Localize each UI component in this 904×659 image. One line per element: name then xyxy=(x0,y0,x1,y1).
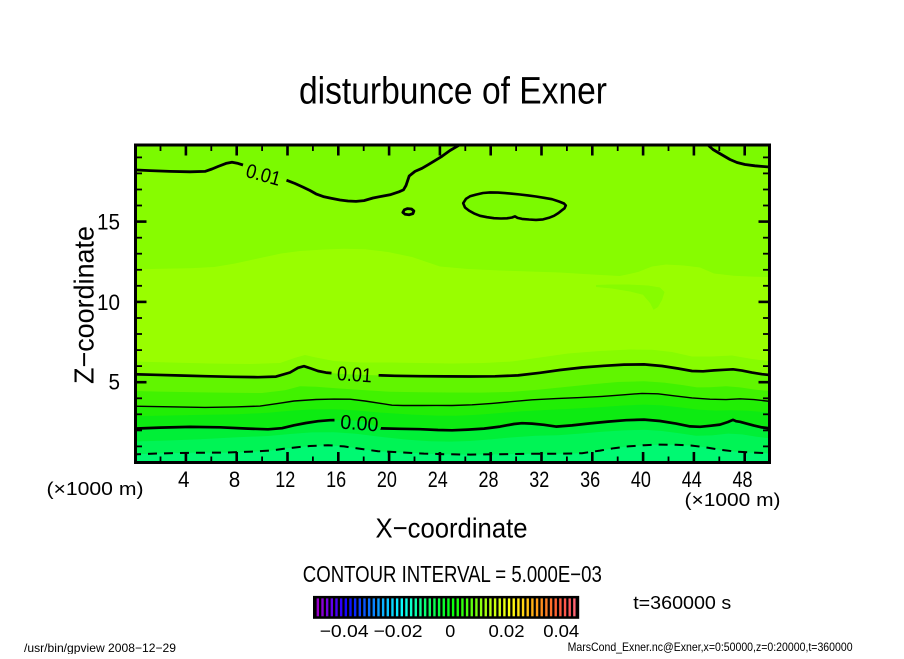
svg-text:(×1000 m): (×1000 m) xyxy=(685,490,781,510)
svg-text:0.01: 0.01 xyxy=(336,363,372,387)
svg-text:0.00: 0.00 xyxy=(340,412,380,437)
svg-text:Z−coordinate: Z−coordinate xyxy=(68,226,100,384)
svg-text:disturbunce of Exner: disturbunce of Exner xyxy=(299,69,607,112)
svg-text:15: 15 xyxy=(97,211,120,235)
svg-text:X−coordinate: X−coordinate xyxy=(376,512,528,544)
svg-text:−0.02: −0.02 xyxy=(374,621,423,641)
svg-text:CONTOUR INTERVAL = 5.000E−03: CONTOUR INTERVAL = 5.000E−03 xyxy=(303,561,602,588)
svg-text:28: 28 xyxy=(479,468,499,492)
svg-text:40: 40 xyxy=(631,468,651,492)
svg-text:/usr/bin/gpview 2008−12−29: /usr/bin/gpview 2008−12−29 xyxy=(24,641,176,654)
svg-text:20: 20 xyxy=(377,468,397,492)
svg-text:10: 10 xyxy=(97,291,120,315)
svg-text:0.04: 0.04 xyxy=(543,621,579,641)
svg-text:−0.04: −0.04 xyxy=(320,621,369,641)
svg-text:0.02: 0.02 xyxy=(489,621,525,641)
svg-text:MarsCond_Exner.nc@Exner,x=0:50: MarsCond_Exner.nc@Exner,x=0:50000,z=0:20… xyxy=(568,640,853,654)
svg-text:16: 16 xyxy=(326,468,346,492)
svg-text:32: 32 xyxy=(529,468,549,492)
svg-text:0: 0 xyxy=(445,621,455,641)
svg-text:t=360000 s: t=360000 s xyxy=(633,592,731,613)
svg-text:48: 48 xyxy=(733,468,753,492)
svg-text:5: 5 xyxy=(109,371,121,395)
svg-text:44: 44 xyxy=(682,468,702,492)
svg-text:(×1000 m): (×1000 m) xyxy=(47,479,144,499)
svg-text:4: 4 xyxy=(178,468,190,492)
svg-text:12: 12 xyxy=(275,468,295,492)
svg-text:8: 8 xyxy=(229,468,241,492)
svg-text:36: 36 xyxy=(580,468,600,492)
svg-text:24: 24 xyxy=(428,468,448,492)
